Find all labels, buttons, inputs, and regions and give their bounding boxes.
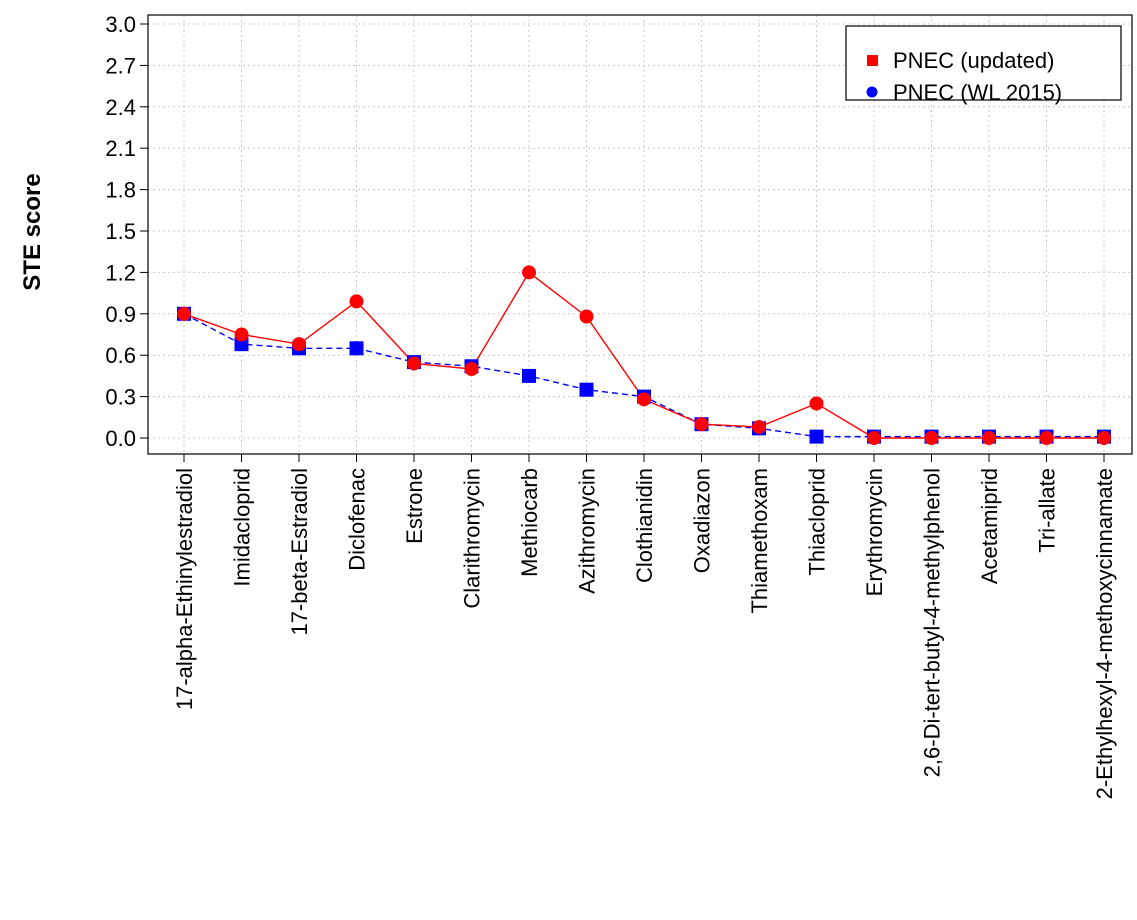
data-point-updated <box>924 431 939 445</box>
x-tick-label: Estrone <box>402 468 427 544</box>
data-point-wl2015 <box>579 382 594 397</box>
data-point-updated <box>1039 431 1054 445</box>
x-tick-label: Acetamiprid <box>977 468 1002 584</box>
x-tick-label: Erythromycin <box>862 468 887 596</box>
data-point-wl2015 <box>809 429 824 444</box>
series <box>177 265 1111 445</box>
data-point-wl2015 <box>522 368 536 383</box>
plot-frame <box>147 14 1133 455</box>
data-point-updated <box>867 431 881 445</box>
data-point-updated <box>1097 431 1111 445</box>
x-tick-label: Clarithromycin <box>460 468 485 609</box>
data-point-updated <box>752 419 766 434</box>
data-point-updated <box>349 294 364 309</box>
data-point-updated <box>177 306 191 321</box>
y-tick-label: 0.6 <box>105 343 136 368</box>
x-tick-label: 2-Ethylhexyl-4-methoxycinnamate <box>1092 468 1117 799</box>
data-point-updated <box>982 431 996 445</box>
y-tick-label: 2.7 <box>105 53 136 78</box>
data-point-updated <box>522 265 536 280</box>
legend-label-wl2015: PNEC (WL 2015) <box>893 80 1062 105</box>
x-tick-label: 17-beta-Estradiol <box>287 468 312 636</box>
x-tick-label: Thiamethoxam <box>747 468 772 614</box>
grid <box>148 15 1132 454</box>
legend-marker-updated <box>867 55 878 66</box>
y-tick-label: 2.1 <box>105 136 136 161</box>
legend-label-updated: PNEC (updated) <box>893 48 1054 73</box>
data-point-updated <box>694 417 709 432</box>
y-axis-title: STE score <box>19 173 46 290</box>
legend-box <box>845 25 1122 101</box>
data-point-updated <box>234 327 249 342</box>
x-tick-label: Thiacloprid <box>805 468 830 576</box>
y-tick-label: 0.0 <box>105 426 136 451</box>
data-point-updated <box>292 337 306 352</box>
legend: PNEC (updated) PNEC (WL 2015) <box>845 25 1122 105</box>
x-tick-label: Clothianidin <box>632 468 657 583</box>
y-tick-label: 0.3 <box>105 385 136 410</box>
data-point-updated <box>809 396 824 411</box>
data-point-wl2015 <box>234 337 249 352</box>
y-tick-label: 1.8 <box>105 178 136 203</box>
x-tick-label: 2,6-Di-tert-butyl-4-methylphenol <box>920 468 945 777</box>
x-tick-label: Methiocarb <box>517 468 542 577</box>
x-tick-label: 17-alpha-Ethinylestradiol <box>172 468 197 710</box>
y-tick-label: 3.0 <box>105 12 136 37</box>
data-point-updated <box>407 356 421 371</box>
axes: 0.0 0.3 0.6 0.9 1.2 1.5 1.8 2.1 2.4 2.7 3.0 17-alph… <box>105 12 1133 799</box>
data-point-updated <box>464 362 479 376</box>
legend-marker-wl2015 <box>866 86 878 98</box>
x-tick-label: Imidacloprid <box>230 468 255 587</box>
x-tick-label: Diclofenac <box>345 468 370 571</box>
data-point-wl2015 <box>349 341 364 356</box>
y-tick-label: 1.5 <box>105 219 136 244</box>
data-point-updated <box>579 309 594 324</box>
y-tick-label: 2.4 <box>105 95 136 120</box>
y-tick-label: 1.2 <box>105 260 136 285</box>
x-tick-label: Oxadiazon <box>690 468 715 573</box>
y-tick-label: 0.9 <box>105 302 136 327</box>
x-tick-label: Azithromycin <box>575 468 600 594</box>
data-point-updated <box>637 392 651 407</box>
x-tick-label: Tri-allate <box>1035 468 1060 553</box>
